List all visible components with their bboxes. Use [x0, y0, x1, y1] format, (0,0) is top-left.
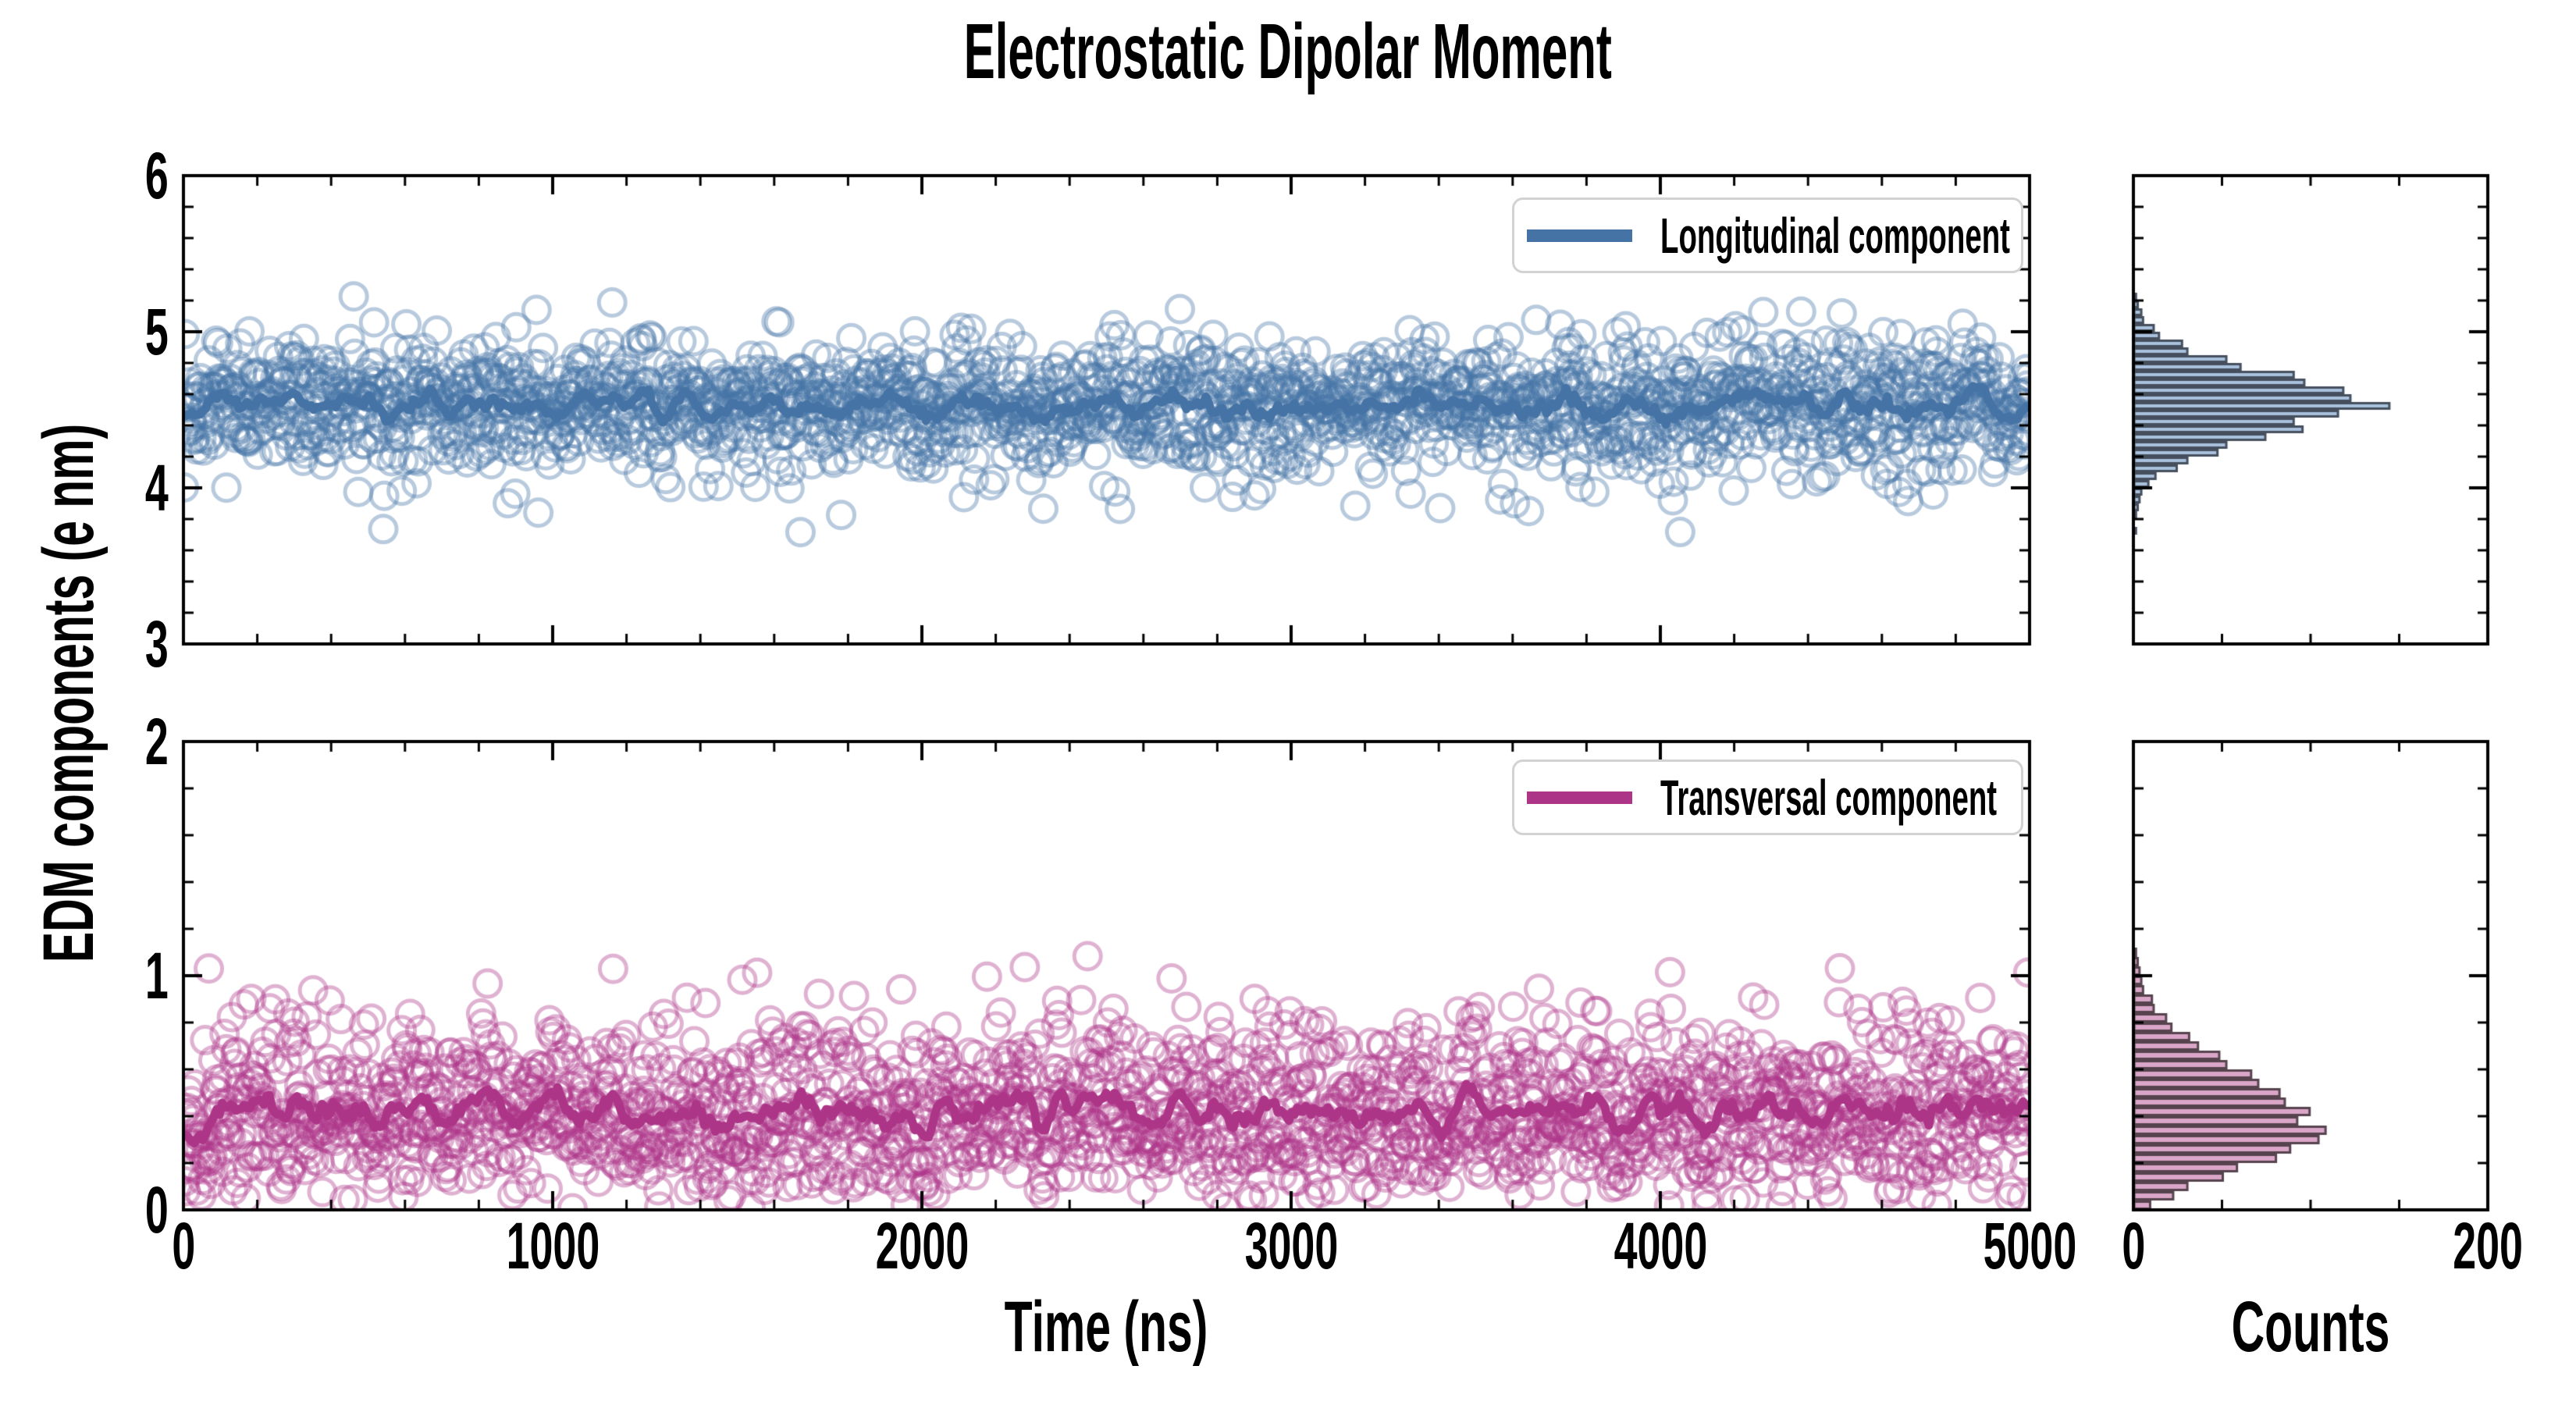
- counts-tick-label-text: 200: [2453, 1209, 2523, 1282]
- y-tick-label-text: 4: [145, 451, 169, 525]
- y-tick-label: 3: [0, 611, 169, 677]
- x-axis-label: Time (ns): [1004, 1287, 1208, 1367]
- y-tick-label-text: 6: [145, 139, 169, 212]
- legend-longitudinal: Longitudinal component: [1512, 197, 2023, 273]
- legend-label-transversal: Transversal component: [1660, 769, 1998, 826]
- x-tick-label: 1000: [436, 1213, 670, 1279]
- x-tick-label: 5000: [1912, 1213, 2147, 1279]
- y-tick-label-text: 2: [145, 705, 169, 778]
- x-tick-label: 4000: [1543, 1213, 1777, 1279]
- x-tick-label: 2000: [805, 1213, 1039, 1279]
- x-tick-label: 3000: [1174, 1213, 1408, 1279]
- legend-transversal: Transversal component: [1512, 759, 2023, 835]
- counts-axis-label: Counts: [2231, 1287, 2390, 1367]
- y-tick-label-text: 5: [145, 295, 169, 368]
- y-tick-label-text: 3: [145, 607, 169, 681]
- x-tick-label-text: 3000: [1244, 1209, 1338, 1282]
- legend-line-swatch-longitudinal: [1527, 229, 1632, 242]
- y-tick-label-text: 0: [145, 1173, 169, 1247]
- chart-title-text: Electrostatic Dipolar Moment: [963, 8, 1613, 95]
- x-tick-label-text: 5000: [1983, 1209, 2076, 1282]
- y-tick-label: 0: [0, 1177, 169, 1243]
- counts-tick-label: 0: [2016, 1213, 2250, 1279]
- legend-line-swatch-transversal: [1527, 791, 1632, 804]
- y-tick-label: 2: [0, 709, 169, 774]
- x-tick-label-text: 2000: [875, 1209, 969, 1282]
- counts-tick-label: 200: [2371, 1213, 2576, 1279]
- x-tick-label: 0: [66, 1213, 301, 1279]
- legend-label-longitudinal: Longitudinal component: [1660, 207, 2010, 264]
- y-tick-label: 4: [0, 455, 169, 521]
- counts-tick-label-text: 0: [2122, 1209, 2145, 1282]
- x-tick-label-text: 4000: [1614, 1209, 1707, 1282]
- chart-title: Electrostatic Dipolar Moment: [0, 12, 2576, 91]
- x-tick-label-text: 1000: [506, 1209, 600, 1282]
- y-tick-label: 6: [0, 143, 169, 208]
- y-tick-label: 1: [0, 943, 169, 1008]
- x-tick-label-text: 0: [172, 1209, 195, 1282]
- y-tick-label-text: 1: [145, 939, 169, 1012]
- y-tick-label: 5: [0, 299, 169, 365]
